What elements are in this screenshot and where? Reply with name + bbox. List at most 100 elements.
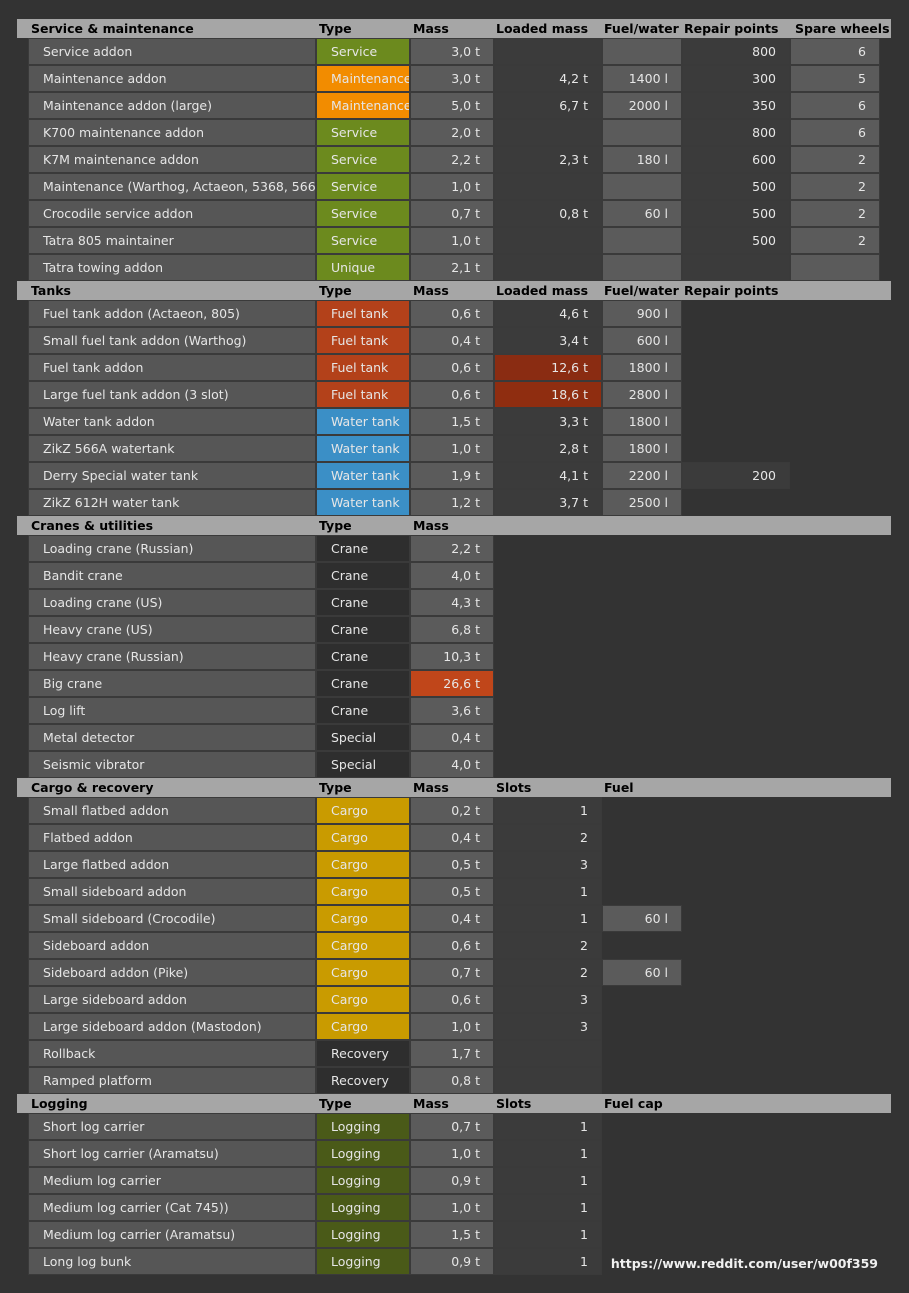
- type-cell: Service: [316, 200, 410, 227]
- item-name: Maintenance addon (large): [28, 92, 316, 119]
- item-name: Small sideboard (Crocodile): [28, 905, 316, 932]
- value-cell: 1: [494, 1113, 602, 1140]
- item-name: Log lift: [28, 697, 316, 724]
- item-name: Maintenance (Warthog, Actaeon, 5368, 566…: [28, 173, 316, 200]
- item-name: Short log carrier: [28, 1113, 316, 1140]
- value-cell: 500: [682, 200, 790, 227]
- value-cell: 5: [790, 65, 880, 92]
- type-cell: Crane: [316, 670, 410, 697]
- type-cell: Recovery: [316, 1067, 410, 1094]
- type-cell: Water tank: [316, 462, 410, 489]
- value-cell: 4,3 t: [410, 589, 494, 616]
- value-cell: 1800 l: [602, 354, 682, 381]
- item-name: Tatra towing addon: [28, 254, 316, 281]
- item-name: Short log carrier (Aramatsu): [28, 1140, 316, 1167]
- column-header: Mass: [413, 283, 449, 298]
- value-cell: 2: [494, 824, 602, 851]
- value-cell: 0,4 t: [410, 724, 494, 751]
- value-cell: 0,9 t: [410, 1248, 494, 1275]
- value-cell: [494, 1040, 602, 1067]
- value-cell: 4,6 t: [494, 300, 602, 327]
- value-cell: 0,9 t: [410, 1167, 494, 1194]
- item-name: Heavy crane (Russian): [28, 643, 316, 670]
- value-cell: 2000 l: [602, 92, 682, 119]
- item-name: Sideboard addon: [28, 932, 316, 959]
- type-cell: Crane: [316, 535, 410, 562]
- value-cell: 1: [494, 905, 602, 932]
- value-cell: 3,0 t: [410, 38, 494, 65]
- value-cell: 6,8 t: [410, 616, 494, 643]
- value-cell: 1800 l: [602, 435, 682, 462]
- value-cell: 900 l: [602, 300, 682, 327]
- section-header: [17, 281, 891, 300]
- value-cell: [602, 38, 682, 65]
- value-cell: 0,7 t: [410, 959, 494, 986]
- item-name: Large sideboard addon (Mastodon): [28, 1013, 316, 1040]
- column-header: Fuel: [604, 780, 634, 795]
- value-cell: 0,7 t: [410, 200, 494, 227]
- item-name: Long log bunk: [28, 1248, 316, 1275]
- type-cell: Maintenance: [316, 65, 410, 92]
- value-cell: 1: [494, 1140, 602, 1167]
- type-cell: Logging: [316, 1221, 410, 1248]
- type-cell: Crane: [316, 697, 410, 724]
- column-header: Spare wheels: [795, 21, 890, 36]
- type-cell: Logging: [316, 1248, 410, 1275]
- type-cell: Fuel tank: [316, 300, 410, 327]
- value-cell: 1,0 t: [410, 227, 494, 254]
- value-cell: 3: [494, 1013, 602, 1040]
- column-header: Mass: [413, 21, 449, 36]
- type-cell: Special: [316, 724, 410, 751]
- column-header: Fuel/water: [604, 21, 679, 36]
- item-name: Seismic vibrator: [28, 751, 316, 778]
- value-cell: 2: [790, 146, 880, 173]
- value-cell: 2: [494, 932, 602, 959]
- type-cell: Service: [316, 146, 410, 173]
- type-cell: Service: [316, 173, 410, 200]
- value-cell: 600: [682, 146, 790, 173]
- value-cell: 2: [790, 200, 880, 227]
- item-name: Rollback: [28, 1040, 316, 1067]
- type-cell: Cargo: [316, 851, 410, 878]
- type-cell: Special: [316, 751, 410, 778]
- value-cell: 3,6 t: [410, 697, 494, 724]
- value-cell: 1: [494, 878, 602, 905]
- value-cell: 0,6 t: [410, 932, 494, 959]
- value-cell: 300: [682, 65, 790, 92]
- column-header: Slots: [496, 780, 532, 795]
- type-cell: Water tank: [316, 489, 410, 516]
- value-cell: 2,2 t: [410, 146, 494, 173]
- item-name: Large fuel tank addon (3 slot): [28, 381, 316, 408]
- value-cell: 6: [790, 92, 880, 119]
- item-name: Tatra 805 maintainer: [28, 227, 316, 254]
- type-cell: Crane: [316, 643, 410, 670]
- value-cell: 1800 l: [602, 408, 682, 435]
- value-cell: [790, 254, 880, 281]
- section-title: Tanks: [31, 283, 72, 298]
- type-cell: Water tank: [316, 408, 410, 435]
- value-cell: 0,6 t: [410, 986, 494, 1013]
- value-cell: 0,8 t: [410, 1067, 494, 1094]
- type-cell: Fuel tank: [316, 381, 410, 408]
- value-cell: 2: [494, 959, 602, 986]
- value-cell: 2,2 t: [410, 535, 494, 562]
- item-name: Small fuel tank addon (Warthog): [28, 327, 316, 354]
- column-header: Repair points: [684, 283, 779, 298]
- item-name: Medium log carrier (Cat 745)): [28, 1194, 316, 1221]
- item-name: Large sideboard addon: [28, 986, 316, 1013]
- value-cell: [602, 254, 682, 281]
- value-cell: 180 l: [602, 146, 682, 173]
- column-header: Fuel/water: [604, 283, 679, 298]
- item-name: Small flatbed addon: [28, 797, 316, 824]
- column-header: Type: [319, 21, 352, 36]
- value-cell: 18,6 t: [494, 381, 602, 408]
- type-cell: Service: [316, 38, 410, 65]
- item-name: Loading crane (US): [28, 589, 316, 616]
- value-cell: 1,0 t: [410, 1140, 494, 1167]
- type-cell: Water tank: [316, 435, 410, 462]
- value-cell: 1: [494, 1194, 602, 1221]
- type-cell: Cargo: [316, 797, 410, 824]
- value-cell: [494, 227, 602, 254]
- item-name: Fuel tank addon (Actaeon, 805): [28, 300, 316, 327]
- value-cell: 4,0 t: [410, 562, 494, 589]
